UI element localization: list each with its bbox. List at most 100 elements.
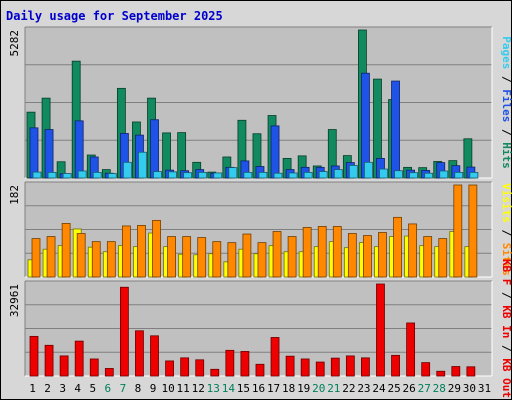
- legend-text-hits-files-pages: Pages / Files / Hits: [500, 36, 512, 169]
- bar-files-day-2: [44, 129, 54, 179]
- bar-pages-day-5: [92, 171, 102, 179]
- x-tick-label-day-17: 17: [267, 382, 280, 395]
- bar-kb-f-day-24: [376, 283, 385, 377]
- x-tick-label-day-10: 10: [161, 382, 174, 395]
- bar-kb-f-day-5: [89, 358, 99, 377]
- bar-kb-f-day-26: [406, 322, 416, 377]
- bar-kb-f-day-21: [330, 357, 340, 377]
- bar-sites-day-7: [121, 225, 131, 278]
- bar-kb-f-day-14: [225, 349, 235, 377]
- chart-title: Daily usage for September 2025: [6, 9, 223, 23]
- bar-pages-day-2: [47, 171, 57, 179]
- legend-visits-sites: Visits / Sites: [500, 183, 512, 276]
- bar-sites-day-22: [347, 233, 357, 278]
- bar-sites-day-21: [332, 226, 342, 278]
- bar-kb-f-day-2: [44, 344, 54, 377]
- legend-separator: /: [500, 223, 512, 243]
- bar-files-day-9: [150, 119, 159, 179]
- x-tick-label-day-16: 16: [252, 382, 265, 395]
- y-axis-max-label: 182: [8, 185, 21, 205]
- bar-kb-f-day-8: [135, 330, 144, 377]
- bar-files-day-1: [29, 127, 39, 179]
- bar-sites-day-9: [152, 219, 161, 278]
- x-tick-label-day-27: 27: [418, 382, 431, 395]
- bar-pages-day-30: [469, 171, 479, 179]
- legend-label-kb-in: KB In: [500, 305, 512, 338]
- bar-pages-day-1: [32, 171, 42, 179]
- bar-pages-day-28: [439, 170, 449, 179]
- bar-sites-day-12: [197, 237, 207, 278]
- bar-sites-day-20: [317, 226, 327, 278]
- legend-text-kbytes: KB F / KB In / KB Out: [500, 259, 512, 398]
- bar-sites-day-13: [212, 241, 222, 278]
- bar-sites-day-30: [468, 184, 478, 278]
- legend-label-visits: Visits: [500, 183, 512, 223]
- bar-sites-day-6: [106, 241, 116, 278]
- bar-kb-f-day-10: [165, 360, 174, 377]
- bar-sites-day-27: [423, 236, 433, 278]
- bar-sites-day-2: [46, 236, 56, 278]
- legend-hits-files-pages: Pages / Files / Hits: [500, 36, 512, 169]
- x-tick-label-day-11: 11: [177, 382, 190, 395]
- bar-pages-day-17: [273, 172, 283, 179]
- legend-text-visits-sites: Visits / Sites: [500, 183, 512, 276]
- legend-label-kb-out: KB Out: [500, 358, 512, 398]
- bar-pages-day-8: [138, 151, 147, 179]
- bar-sites-day-28: [438, 238, 448, 278]
- y-axis-max-label: 5282: [8, 30, 21, 57]
- bar-sites-day-18: [287, 236, 297, 278]
- bar-kb-f-day-13: [210, 368, 220, 377]
- bar-sites-day-10: [167, 236, 176, 278]
- bar-kb-f-day-19: [300, 358, 310, 377]
- bar-pages-day-13: [213, 172, 223, 179]
- bar-kb-f-day-23: [361, 357, 370, 377]
- bar-files-day-17: [270, 125, 280, 179]
- bar-pages-day-26: [409, 172, 419, 179]
- bar-sites-day-11: [182, 236, 192, 278]
- bar-sites-day-17: [272, 231, 282, 278]
- x-tick-label-day-9: 9: [150, 382, 157, 395]
- x-tick-label-day-2: 2: [44, 382, 51, 395]
- legend-label-kb-f: KB F: [500, 259, 512, 286]
- x-tick-label-day-31: 31: [478, 382, 491, 395]
- legend-label-hits: Hits: [500, 142, 512, 169]
- x-tick-label-day-7: 7: [120, 382, 127, 395]
- x-tick-label-day-26: 26: [403, 382, 416, 395]
- x-tick-label-day-19: 19: [297, 382, 310, 395]
- bar-pages-day-16: [258, 171, 268, 179]
- bar-pages-day-11: [183, 172, 193, 179]
- bar-sites-day-4: [76, 233, 86, 278]
- bar-pages-day-27: [424, 172, 434, 179]
- bar-pages-day-7: [122, 161, 132, 179]
- bar-pages-day-20: [318, 171, 328, 179]
- x-tick-label-day-3: 3: [59, 382, 66, 395]
- bar-kb-f-day-16: [255, 363, 265, 377]
- legend-label-pages: Pages: [500, 36, 512, 69]
- bar-kb-f-day-22: [345, 355, 355, 377]
- legend-label-files: Files: [500, 89, 512, 122]
- x-tick-label-day-20: 20: [312, 382, 325, 395]
- bar-pages-day-6: [107, 173, 117, 179]
- x-tick-label-day-28: 28: [433, 382, 446, 395]
- legend-separator: /: [500, 69, 512, 89]
- legend-separator: /: [500, 122, 512, 142]
- bar-sites-day-29: [453, 184, 463, 278]
- bar-kb-f-day-11: [180, 357, 190, 377]
- x-tick-label-day-12: 12: [192, 382, 205, 395]
- x-tick-label-day-25: 25: [387, 382, 400, 395]
- x-tick-label-day-15: 15: [237, 382, 250, 395]
- bar-kb-f-day-25: [391, 354, 400, 377]
- bar-kb-f-day-6: [104, 368, 114, 377]
- x-tick-label-day-30: 30: [463, 382, 476, 395]
- bar-kb-f-day-4: [74, 340, 84, 377]
- bar-pages-day-9: [153, 171, 162, 179]
- bar-sites-day-8: [137, 225, 146, 278]
- bar-kb-f-day-29: [451, 366, 461, 377]
- bar-kb-f-day-30: [466, 366, 476, 377]
- bar-pages-day-3: [62, 173, 72, 179]
- bar-pages-day-15: [243, 171, 253, 179]
- legend-separator: /: [500, 285, 512, 305]
- bar-sites-day-19: [302, 227, 312, 278]
